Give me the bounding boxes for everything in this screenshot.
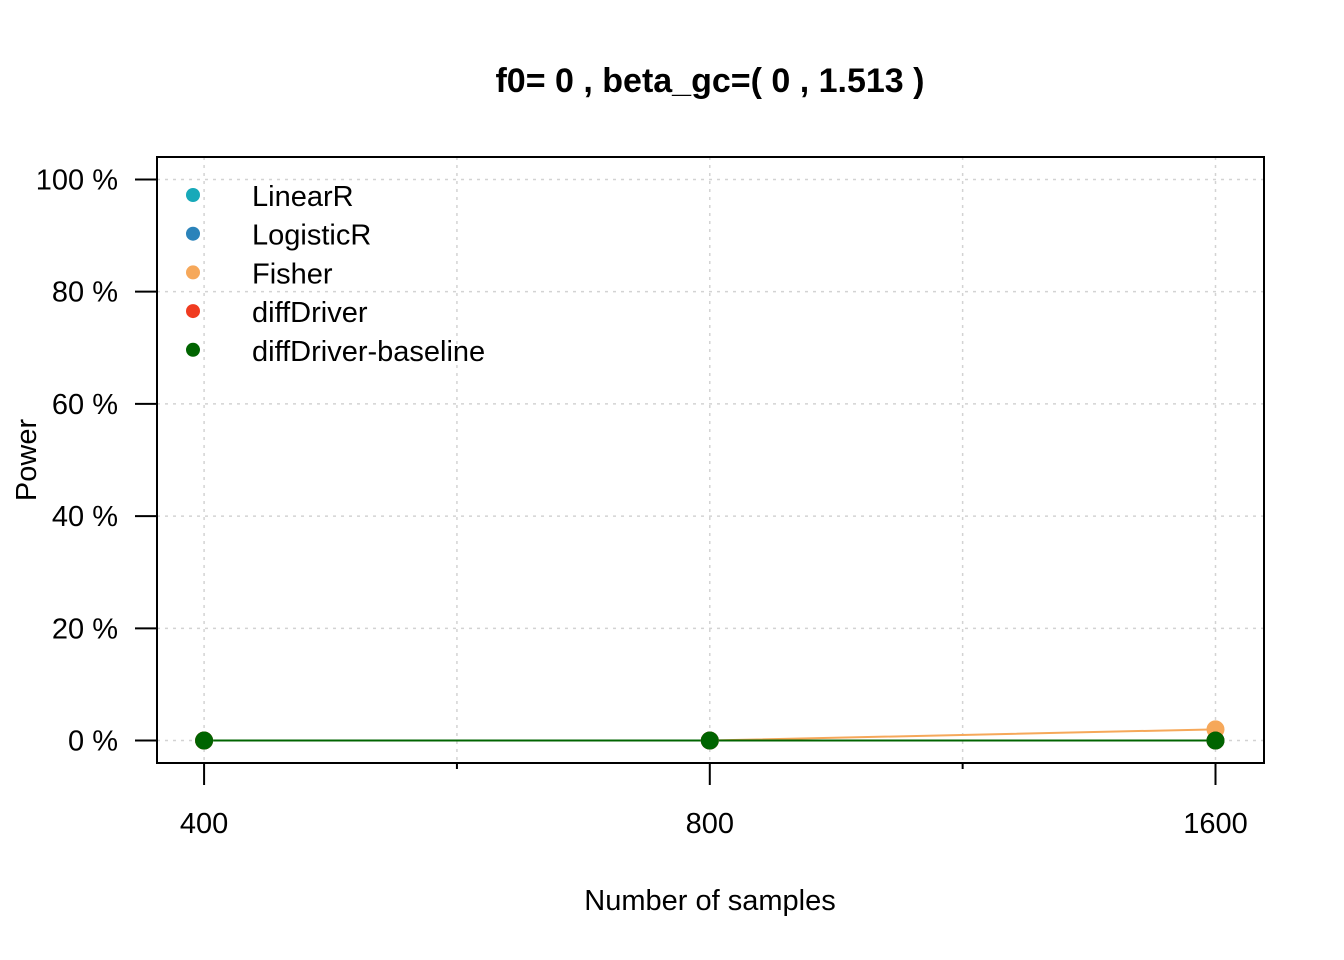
x-axis: 400 800 1600: [180, 763, 1248, 840]
y-axis-label: Power: [11, 419, 43, 502]
legend-label-3: diffDriver: [252, 297, 368, 329]
legend-marker-0: [186, 188, 200, 202]
legend-marker-4: [186, 342, 200, 357]
x-tick-label-2: 1600: [1183, 808, 1248, 840]
x-tick-label-1: 800: [686, 808, 734, 840]
legend-marker-2: [186, 265, 200, 280]
legend-label-4: diffDriver-baseline: [252, 336, 485, 368]
y-tick-label-0: 0 %: [68, 726, 118, 758]
data-points: [195, 720, 1225, 750]
y-tick-label-5: 100 %: [36, 164, 118, 196]
x-tick-label-0: 400: [180, 808, 228, 840]
data-point-4-0: [195, 731, 214, 750]
y-tick-label-4: 80 %: [52, 277, 118, 309]
y-axis: 0 % 20 % 40 % 60 % 80 % 100 %: [36, 164, 157, 758]
legend-marker-1: [186, 226, 200, 241]
data-point-4-1: [700, 731, 719, 750]
data-point-4-2: [1206, 731, 1225, 750]
y-tick-label-1: 20 %: [52, 613, 118, 645]
y-tick-label-3: 60 %: [52, 389, 118, 421]
legend-marker-3: [186, 304, 200, 319]
y-tick-label-2: 40 %: [52, 501, 118, 533]
x-axis-label: Number of samples: [584, 885, 835, 917]
legend: LinearR LogisticR Fisher diffDriver diffDriv…: [186, 181, 485, 368]
legend-label-1: LogisticR: [252, 220, 371, 252]
chart-title: f0= 0 , beta_gc=( 0 , 1.513 ): [495, 62, 924, 100]
legend-label-0: LinearR: [252, 181, 354, 213]
legend-label-2: Fisher: [252, 258, 333, 290]
